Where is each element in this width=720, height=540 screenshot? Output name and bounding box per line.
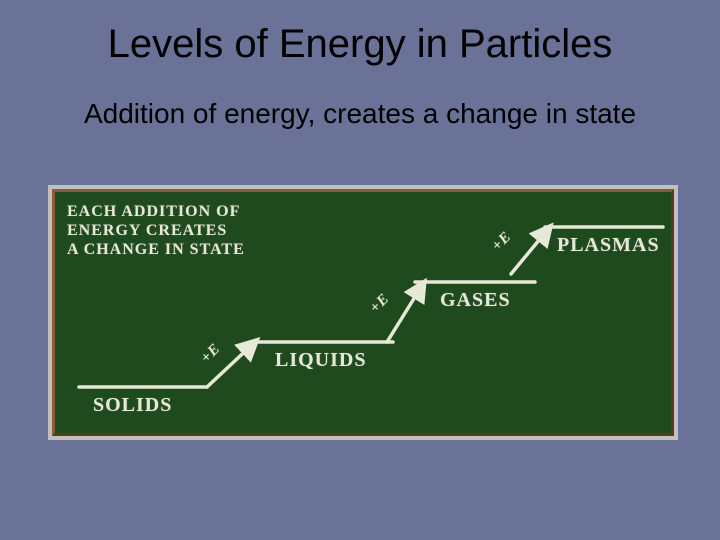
chalkboard-bevel: EACH ADDITION OFENERGY CREATESA CHANGE I…: [52, 189, 674, 436]
state-label-gases: GASES: [440, 289, 511, 312]
slide-title: Levels of Energy in Particles: [0, 22, 720, 67]
slide-subtitle: Addition of energy, creates a change in …: [0, 98, 720, 130]
chalkboard-frame: EACH ADDITION OFENERGY CREATESA CHANGE I…: [48, 185, 678, 440]
chalkboard: EACH ADDITION OFENERGY CREATESA CHANGE I…: [55, 192, 671, 433]
state-label-liquids: LIQUIDS: [275, 349, 366, 372]
chalkboard-description: EACH ADDITION OFENERGY CREATESA CHANGE I…: [67, 202, 247, 259]
state-label-plasmas: PLASMAS: [557, 234, 660, 257]
state-label-solids: SOLIDS: [93, 394, 172, 417]
